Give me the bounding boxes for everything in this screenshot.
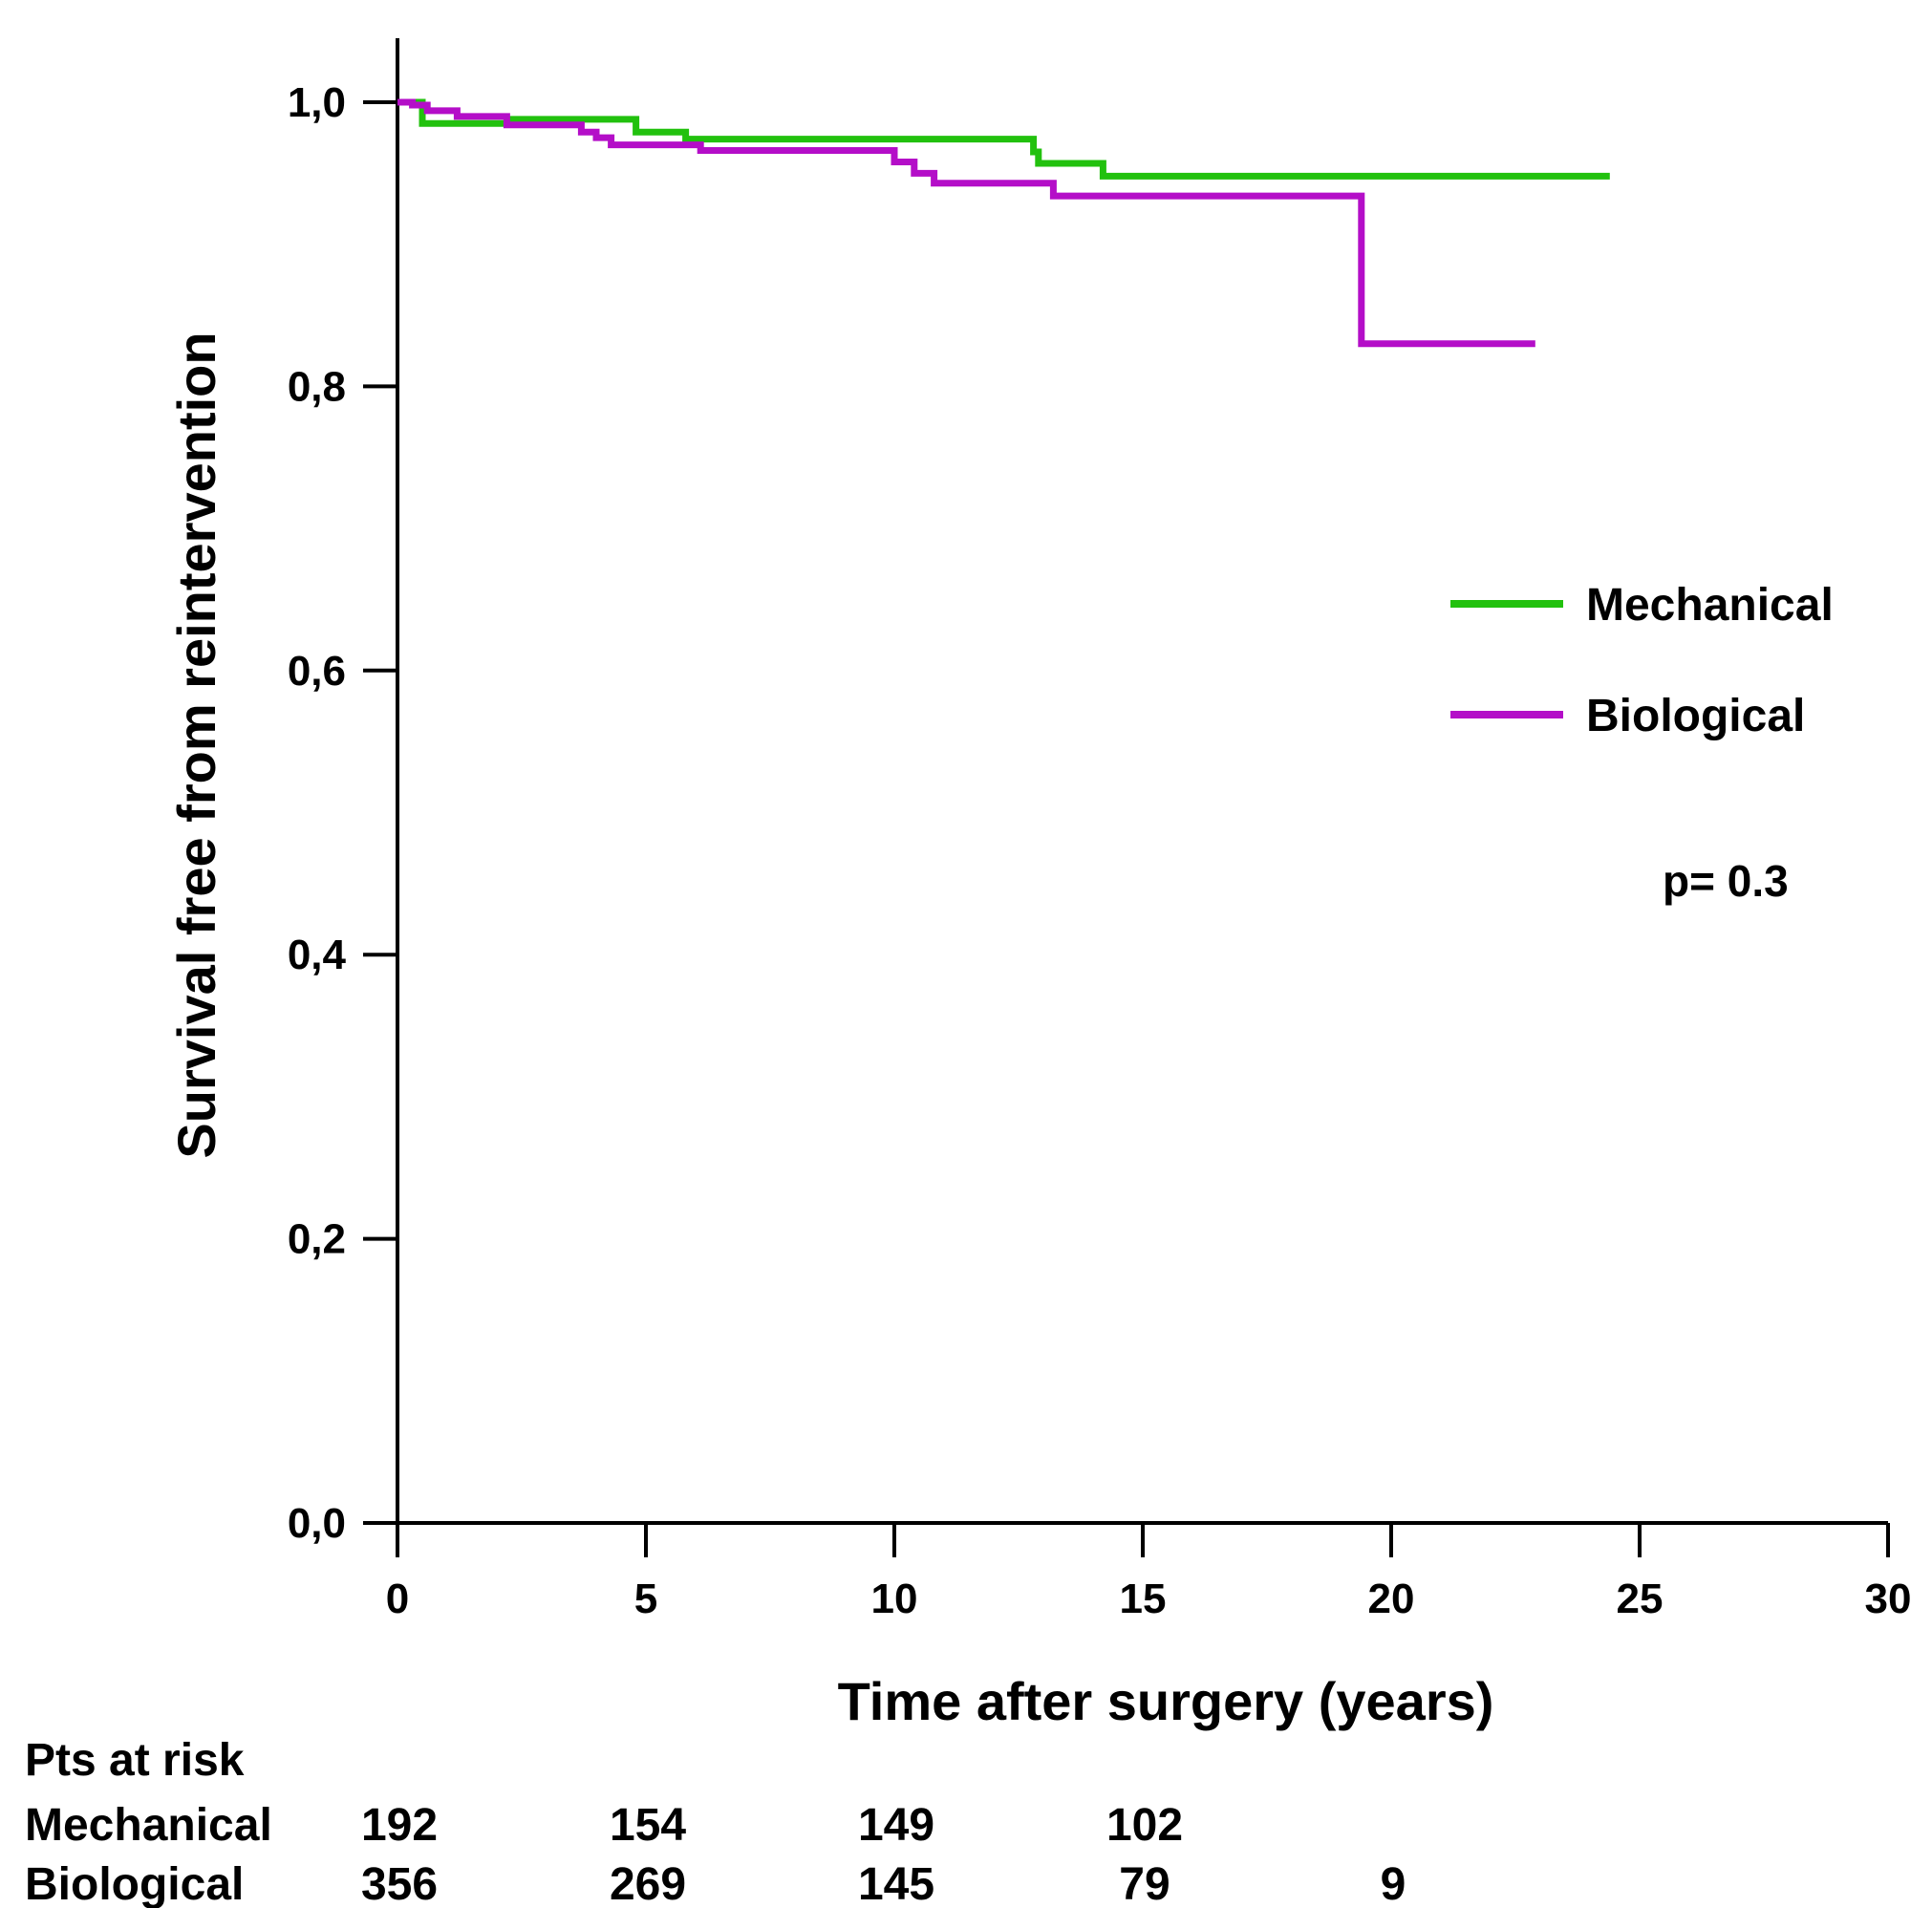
risk-table: Pts at risk Mechanical 192 154 149 102 Biolog… <box>25 1735 1406 1908</box>
risk-table-title: Pts at risk <box>25 1735 245 1786</box>
x-tick-label: 15 <box>1120 1576 1167 1622</box>
y-tick-label: 0,0 <box>288 1500 346 1547</box>
risk-table-rows: Mechanical 192 154 149 102 Biological 356 269 14… <box>25 1800 1406 1908</box>
risk-value: 149 <box>858 1800 934 1851</box>
y-tick-label: 1,0 <box>288 79 346 126</box>
axes: 0,0 0,2 0,4 0,6 0,8 1,0 0 5 10 15 20 25 30 <box>288 38 1912 1622</box>
risk-value: 9 <box>1381 1859 1406 1908</box>
risk-value: 79 <box>1119 1859 1170 1908</box>
y-tick-label: 0,6 <box>288 648 346 695</box>
risk-value: 145 <box>858 1859 934 1908</box>
legend-label-biological: Biological <box>1586 691 1805 741</box>
x-tick-label: 20 <box>1368 1576 1415 1622</box>
y-tick-label: 0,4 <box>288 932 347 978</box>
legend-label-mechanical: Mechanical <box>1586 580 1834 631</box>
risk-value: 269 <box>610 1859 686 1908</box>
p-value-annotation: p= 0.3 <box>1663 856 1789 906</box>
series-line-mechanical <box>397 98 1610 180</box>
y-ticks: 0,0 0,2 0,4 0,6 0,8 1,0 <box>288 79 397 1547</box>
x-tick-label: 0 <box>386 1576 409 1622</box>
risk-value: 356 <box>361 1859 438 1908</box>
x-tick-label: 30 <box>1865 1576 1912 1622</box>
risk-row-label: Mechanical <box>25 1800 272 1851</box>
risk-row-label: Biological <box>25 1859 244 1908</box>
series-line-biological <box>397 98 1535 348</box>
series-layer <box>397 98 1610 348</box>
x-ticks: 0 5 10 15 20 25 30 <box>386 1523 1912 1622</box>
legend: Mechanical Biological <box>1450 580 1834 741</box>
y-tick-label: 0,2 <box>288 1216 346 1263</box>
y-axis-title: Survival free from reintervention <box>166 332 226 1158</box>
x-tick-label: 5 <box>634 1576 657 1622</box>
x-axis-title: Time after surgery (years) <box>838 1671 1494 1731</box>
x-tick-label: 25 <box>1617 1576 1664 1622</box>
risk-value: 192 <box>361 1800 438 1851</box>
risk-value: 102 <box>1106 1800 1183 1851</box>
risk-value: 154 <box>610 1800 686 1851</box>
y-tick-label: 0,8 <box>288 363 346 410</box>
x-tick-label: 10 <box>871 1576 918 1622</box>
